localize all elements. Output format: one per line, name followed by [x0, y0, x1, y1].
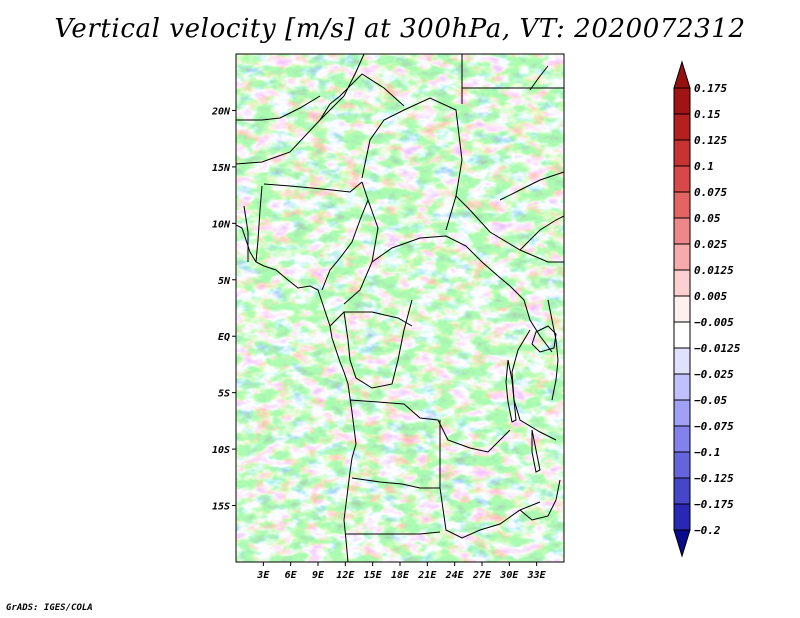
- colorbar-top-arrow: [673, 60, 691, 89]
- colorbar-swatch: [673, 139, 691, 167]
- lon-tick-label: 9E: [312, 570, 325, 581]
- lat-tick-label: 10N: [212, 219, 231, 230]
- colorbar-bottom-arrow: [673, 529, 691, 558]
- border-east-coast: [547, 299, 559, 401]
- border-angola-north: [329, 311, 413, 327]
- longitude-axis: 3E 6E 9E 12E 15E 18E 21E 24E 27E 30E 33E: [256, 562, 547, 581]
- colorbar-swatch: [673, 191, 691, 219]
- border-uganda: [509, 285, 553, 353]
- colorbar-swatch: [673, 217, 691, 245]
- border-zambia: [439, 420, 541, 539]
- colorbar-swatch: [673, 321, 691, 349]
- lake-victoria: [531, 325, 557, 353]
- borders-layer: [236, 54, 564, 562]
- lon-tick-label: 3E: [256, 570, 270, 581]
- border-namibia: [346, 531, 441, 535]
- lon-tick-label: 12E: [336, 570, 355, 581]
- border-sudan-south: [455, 195, 564, 263]
- map-title: Vertical velocity [m/s] at 300hPa, VT: 2…: [54, 14, 746, 44]
- colorbar-swatch: [673, 347, 691, 375]
- lat-tick-label: 5N: [218, 276, 231, 287]
- border-cameroon-east: [343, 199, 379, 305]
- border-mozambique: [519, 479, 561, 521]
- colorbar-level-label: 0.005: [694, 290, 727, 303]
- colorbar-swatch: [673, 373, 691, 401]
- border-algeria: [236, 95, 321, 121]
- colorbar-swatch: [673, 269, 691, 297]
- lon-tick-label: 24E: [445, 570, 465, 581]
- border-angola-south: [351, 477, 440, 489]
- colorbar-level-label: −0.075: [694, 420, 734, 433]
- lat-tick-label: 20N: [211, 106, 231, 117]
- lat-tick-label: EQ: [218, 332, 230, 343]
- colorbar-swatch: [673, 87, 691, 115]
- lat-tick-label: 15N: [212, 163, 231, 174]
- lon-tick-label: 6E: [285, 570, 298, 581]
- colorbar-level-label: 0.075: [694, 186, 727, 199]
- border-drc-south: [349, 399, 511, 453]
- colorbar-level-label: −0.05: [694, 394, 727, 407]
- border-niger-nigeria: [263, 181, 363, 193]
- colorbar-swatch: [673, 113, 691, 141]
- colorbar-level-label: −0.025: [694, 368, 734, 381]
- lon-tick-label: 27E: [472, 570, 492, 581]
- colorbar-legend: 0.175 0.15 0.125 0.1 0.075 0.05 0.025 0.0125 0.0…: [673, 60, 741, 558]
- colorbar-level-label: −0.175: [694, 498, 734, 511]
- colorbar-swatch: [673, 425, 691, 453]
- colorbar-level-label: 0.15: [694, 108, 721, 121]
- colorbar-level-label: −0.125: [694, 472, 734, 485]
- red-sea-coast: [529, 65, 549, 91]
- colorbar-swatch: [673, 295, 691, 323]
- coastline-west: [236, 224, 357, 562]
- border-libya: [319, 73, 405, 121]
- border-ethiopia: [519, 215, 564, 251]
- grads-credit: GrADS: IGES/COLA: [6, 603, 93, 613]
- colorbar-level-label: −0.005: [694, 316, 734, 329]
- border-congo: [343, 299, 413, 389]
- nile-region: [499, 171, 564, 201]
- colorbar-level-label: −0.0125: [694, 342, 741, 355]
- colorbar-level-label: 0.05: [694, 212, 721, 225]
- lon-tick-label: 21E: [417, 570, 437, 581]
- colorbar-swatch: [673, 399, 691, 427]
- colorbar-swatch: [673, 243, 691, 271]
- border-car: [371, 235, 511, 287]
- lake-tanganyika: [505, 359, 517, 423]
- map-plot-area: [235, 53, 565, 563]
- colorbar-level-label: 0.1: [694, 160, 714, 173]
- lake-malawi: [531, 429, 541, 473]
- colorbar-level-label: 0.025: [694, 238, 727, 251]
- lat-tick-label: 5S: [218, 389, 230, 400]
- vertical-velocity-field: [236, 54, 564, 562]
- lon-tick-label: 30E: [499, 570, 519, 581]
- border-togo: [243, 205, 249, 262]
- latitude-axis: 20N 15N 10N 5N EQ 5S 10S 15S: [211, 106, 236, 513]
- lon-tick-label: 15E: [364, 570, 383, 581]
- colorbar-swatch: [673, 477, 691, 505]
- colorbar-level-label: −0.1: [694, 446, 721, 459]
- border-chad: [361, 97, 463, 231]
- colorbar-swatch: [673, 451, 691, 479]
- lat-tick-label: 10S: [212, 445, 230, 456]
- colorbar-level-label: 0.175: [694, 82, 727, 95]
- colorbar-level-label: 0.0125: [694, 264, 734, 277]
- colorbar-swatch: [673, 165, 691, 193]
- border-benin: [255, 185, 263, 263]
- lon-tick-label: 33E: [527, 570, 547, 581]
- lon-tick-label: 18E: [391, 570, 410, 581]
- lat-tick-label: 15S: [212, 502, 230, 513]
- colorbar-level-label: −0.2: [694, 524, 721, 537]
- colorbar-level-label: 0.125: [694, 134, 727, 147]
- colorbar-swatch: [673, 503, 691, 531]
